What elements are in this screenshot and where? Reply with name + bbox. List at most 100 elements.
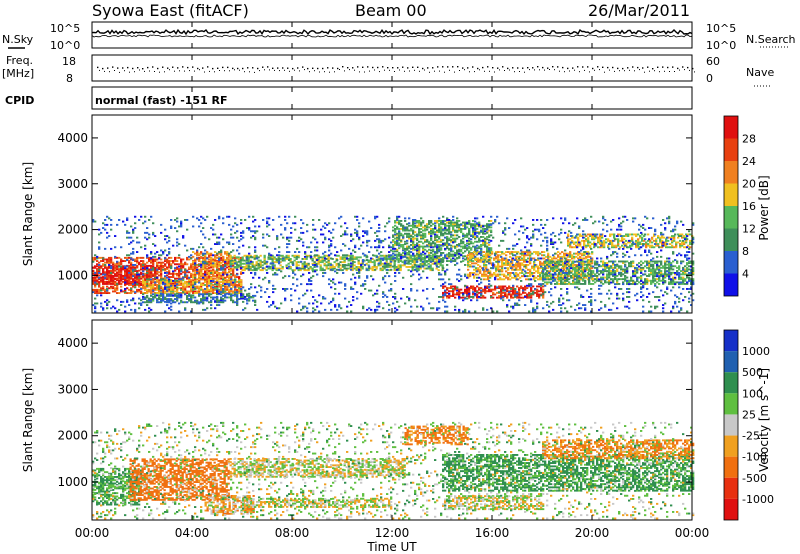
heatmap-cell bbox=[269, 258, 272, 260]
freq-dot bbox=[587, 66, 589, 68]
heatmap-cell bbox=[631, 236, 634, 239]
heatmap-cell bbox=[499, 268, 502, 271]
heatmap-cell bbox=[204, 271, 207, 274]
heatmap-cell bbox=[218, 275, 221, 278]
heatmap-cell bbox=[567, 259, 570, 261]
heatmap-cell bbox=[204, 259, 207, 261]
heatmap-cell bbox=[440, 260, 443, 262]
heatmap-cell bbox=[142, 279, 145, 282]
heatmap-cell bbox=[467, 257, 470, 260]
heatmap-cell bbox=[226, 296, 229, 299]
heatmap-cell bbox=[196, 285, 199, 288]
heatmap-cell bbox=[170, 288, 173, 291]
heatmap-cell bbox=[602, 265, 605, 268]
heatmap-cell bbox=[422, 226, 425, 229]
heatmap-cell bbox=[557, 254, 560, 257]
heatmap-cell bbox=[584, 275, 587, 277]
heatmap-cell bbox=[523, 273, 526, 276]
nave-dot bbox=[104, 70, 105, 72]
nave-dot bbox=[529, 69, 530, 71]
heatmap-cell bbox=[466, 236, 469, 238]
heatmap-cell bbox=[124, 278, 127, 281]
freq-dot bbox=[102, 67, 104, 70]
heatmap-cell bbox=[509, 264, 512, 266]
heatmap-cell bbox=[640, 278, 643, 281]
heatmap-cell bbox=[648, 279, 651, 282]
heatmap-cell bbox=[130, 281, 133, 284]
heatmap-cell bbox=[646, 283, 649, 285]
heatmap-cell bbox=[114, 266, 117, 269]
nave-dot bbox=[424, 69, 425, 71]
heatmap-cell bbox=[363, 259, 366, 262]
freq-dot bbox=[457, 66, 459, 68]
heatmap-cell bbox=[491, 251, 494, 253]
heatmap-cell bbox=[521, 272, 524, 274]
heatmap-cell bbox=[365, 254, 368, 257]
freq-dot bbox=[592, 67, 594, 70]
heatmap-cell bbox=[237, 264, 240, 267]
heatmap-cell bbox=[156, 292, 159, 294]
heatmap-cell bbox=[587, 255, 590, 258]
heatmap-cell bbox=[257, 256, 260, 259]
heatmap-cell bbox=[317, 254, 320, 257]
heatmap-cell bbox=[641, 239, 644, 242]
heatmap-cell bbox=[232, 279, 235, 282]
nave-dot bbox=[129, 71, 130, 73]
heatmap-cell bbox=[263, 261, 266, 264]
heatmap-cell bbox=[468, 296, 471, 299]
heatmap-cell bbox=[182, 287, 185, 290]
heatmap-cell bbox=[646, 262, 649, 264]
heatmap-cell bbox=[214, 270, 217, 273]
heatmap-cell bbox=[519, 262, 522, 265]
heatmap-cell bbox=[92, 288, 95, 291]
heatmap-cell bbox=[329, 262, 332, 265]
heatmap-cell bbox=[160, 269, 163, 272]
heatmap-cell bbox=[591, 235, 594, 237]
heatmap-cell bbox=[557, 251, 560, 253]
heatmap-cell bbox=[501, 259, 504, 261]
heatmap-cell bbox=[289, 267, 292, 270]
heatmap-cell bbox=[341, 258, 344, 260]
heatmap-cell bbox=[106, 283, 109, 285]
heatmap-cell bbox=[228, 296, 231, 299]
heatmap-cell bbox=[409, 262, 412, 265]
heatmap-cell bbox=[275, 261, 278, 264]
heatmap-cell bbox=[422, 242, 425, 245]
heatmap-cell bbox=[448, 290, 451, 293]
heatmap-cell bbox=[539, 273, 542, 276]
heatmap-cell bbox=[162, 264, 165, 267]
heatmap-cell bbox=[202, 294, 205, 297]
heatmap-cell bbox=[552, 270, 555, 272]
freq-dot bbox=[117, 67, 119, 69]
heatmap-cell bbox=[253, 264, 256, 267]
heatmap-cell bbox=[283, 258, 286, 260]
heatmap-cell bbox=[186, 294, 189, 297]
heatmap-cell bbox=[655, 239, 658, 242]
heatmap-cell bbox=[142, 285, 145, 288]
nave-dot bbox=[329, 71, 330, 73]
heatmap-cell bbox=[186, 277, 189, 280]
heatmap-cell bbox=[582, 279, 585, 282]
heatmap-cell bbox=[498, 296, 501, 299]
heatmap-cell bbox=[571, 270, 574, 273]
heatmap-cell bbox=[450, 290, 453, 293]
heatmap-cell bbox=[466, 232, 469, 235]
heatmap-cell bbox=[136, 270, 139, 272]
heatmap-cell bbox=[509, 272, 512, 274]
nave-dot bbox=[139, 69, 140, 71]
heatmap-cell bbox=[599, 238, 602, 241]
heatmap-cell bbox=[146, 301, 149, 304]
heatmap-cell bbox=[349, 259, 352, 262]
heatmap-cell bbox=[629, 233, 632, 236]
heatmap-cell bbox=[487, 254, 490, 257]
heatmap-cell bbox=[650, 260, 653, 263]
heatmap-cell bbox=[194, 285, 197, 288]
nsky-trace bbox=[91, 28, 693, 36]
heatmap-cell bbox=[186, 290, 189, 293]
heatmap-cell bbox=[458, 220, 461, 222]
heatmap-cell bbox=[644, 279, 647, 282]
heatmap-cell bbox=[140, 264, 143, 267]
heatmap-cell bbox=[144, 263, 147, 266]
heatmap-cell bbox=[214, 255, 217, 258]
heatmap-cell bbox=[479, 272, 482, 274]
